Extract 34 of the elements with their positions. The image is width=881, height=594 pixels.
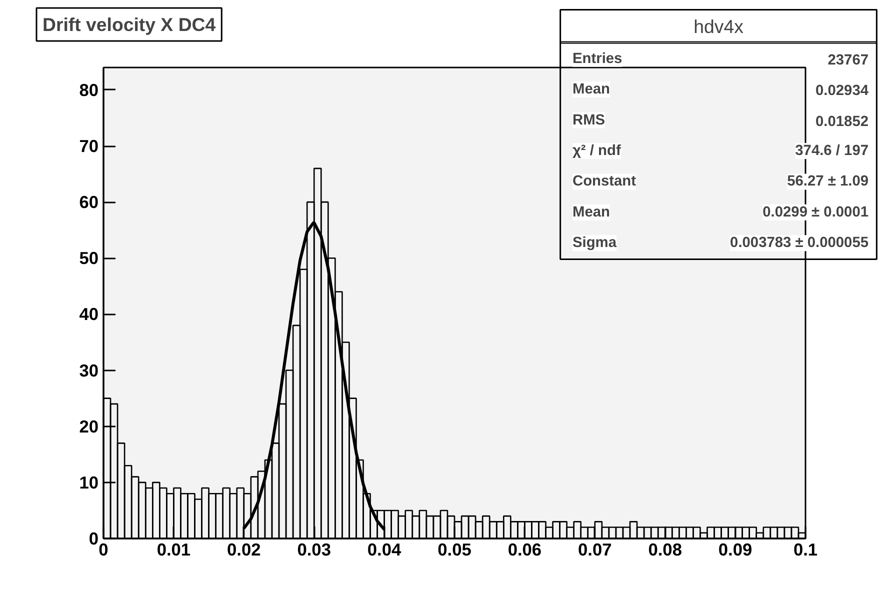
x-tick-label: 0.07 bbox=[578, 540, 612, 560]
y-tick-label: 40 bbox=[79, 304, 99, 324]
annotation: 0.003783 ± 0.000055 bbox=[730, 235, 869, 252]
y-tick-label: 60 bbox=[79, 192, 99, 212]
annotation: Constant bbox=[572, 174, 636, 190]
text: 0.02934 bbox=[816, 83, 870, 100]
y-tick-label: 70 bbox=[79, 136, 99, 156]
annotation: 374.6 / 197 bbox=[795, 143, 869, 159]
x-tick-label: 0.01 bbox=[156, 540, 191, 560]
annotation: Sigma bbox=[572, 235, 618, 252]
chart-title: Drift velocity X DC4 bbox=[42, 14, 216, 35]
y-tick-label: 80 bbox=[79, 80, 99, 100]
x-tick-label: 0.06 bbox=[508, 540, 542, 560]
y-tick-label: 10 bbox=[79, 472, 99, 492]
x-tick-label: 0.08 bbox=[648, 540, 682, 560]
annotation: Mean bbox=[572, 204, 610, 220]
y-tick-label: 20 bbox=[79, 416, 99, 436]
text: Entries bbox=[572, 50, 622, 67]
annotation: Mean bbox=[572, 82, 610, 98]
y-tick-label: 30 bbox=[79, 360, 99, 380]
text: hdv4x bbox=[694, 16, 744, 37]
x-tick-label: 0.05 bbox=[438, 540, 472, 560]
x-tick-label: 0.02 bbox=[227, 540, 261, 560]
x-tick-label: 0.09 bbox=[718, 540, 752, 560]
y-tick-label: 50 bbox=[79, 248, 99, 268]
x-tick-label: 0.1 bbox=[793, 540, 818, 560]
text: 0.01852 bbox=[816, 114, 869, 130]
annotation: 0.0299 ± 0.0001 bbox=[762, 204, 868, 220]
text: 23767 bbox=[828, 52, 869, 68]
annotation: χ² / ndf bbox=[572, 143, 621, 159]
x-tick-label: 0.03 bbox=[297, 540, 332, 560]
annotation: 56.27 ± 1.09 bbox=[787, 174, 868, 190]
annotation: RMS bbox=[572, 112, 606, 128]
x-tick-label: 0.04 bbox=[367, 540, 402, 560]
